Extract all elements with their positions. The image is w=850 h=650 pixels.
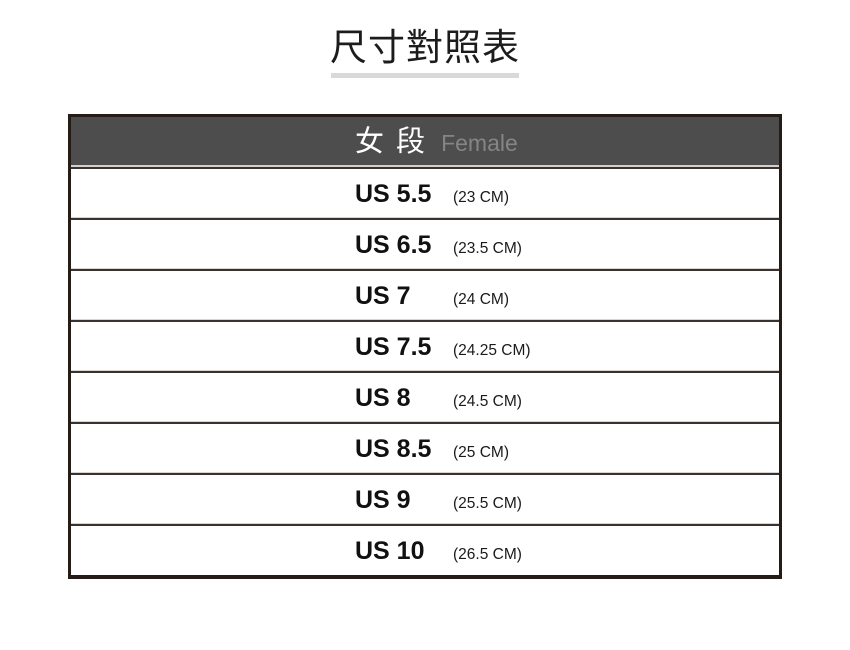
cm-size-label: (26.5 CM)	[453, 546, 522, 564]
cm-size-label: (24 CM)	[453, 291, 509, 309]
cm-size-label: (23.5 CM)	[453, 240, 522, 258]
table-row: US 8 (24.5 CM)	[71, 371, 779, 423]
cm-size-label: (24.25 CM)	[453, 342, 531, 360]
table-header: 女 段 Female	[71, 117, 779, 168]
page-title: 尺寸對照表	[330, 27, 520, 68]
us-size-label: US 7	[355, 282, 411, 311]
table-row: US 9 (25.5 CM)	[71, 473, 779, 525]
title-underline-divider	[331, 73, 519, 79]
table-header-label-zh: 女 段	[355, 126, 428, 159]
table-row: US 8.5 (25 CM)	[71, 422, 779, 474]
us-size-label: US 10	[355, 537, 425, 566]
table-row: US 10 (26.5 CM)	[71, 524, 779, 576]
us-size-label: US 8.5	[355, 435, 432, 464]
us-size-label: US 8	[355, 384, 411, 413]
cm-size-label: (23 CM)	[453, 189, 509, 207]
table-row: US 7.5 (24.25 CM)	[71, 320, 779, 372]
cm-size-label: (25 CM)	[453, 444, 509, 462]
table-row: US 5.5 (23 CM)	[71, 167, 779, 219]
title-section: 尺寸對照表	[0, 0, 850, 79]
size-table: 女 段 Female US 5.5 (23 CM) US 6.5 (23.5 C…	[68, 114, 782, 580]
us-size-label: US 6.5	[355, 231, 432, 260]
table-header-label-en: Female	[441, 130, 518, 157]
cm-size-label: (24.5 CM)	[453, 393, 522, 411]
us-size-label: US 9	[355, 486, 411, 515]
table-row: US 6.5 (23.5 CM)	[71, 218, 779, 270]
us-size-label: US 7.5	[355, 333, 432, 362]
us-size-label: US 5.5	[355, 180, 432, 209]
cm-size-label: (25.5 CM)	[453, 495, 522, 513]
table-row: US 7 (24 CM)	[71, 269, 779, 321]
